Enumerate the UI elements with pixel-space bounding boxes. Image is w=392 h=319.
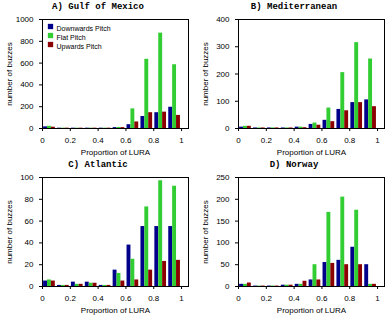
svg-text:20: 20 [25,260,34,269]
svg-text:0.4: 0.4 [93,136,105,145]
svg-text:0.2: 0.2 [65,294,77,303]
svg-text:0.2: 0.2 [65,136,77,145]
svg-text:1000: 1000 [16,15,34,24]
html-text:B) Mediterranean: B) Mediterranean [250,2,338,12]
svg-text:Downwards Pitch: Downwards Pitch [57,25,111,32]
svg-text:1: 1 [179,136,184,145]
svg-text:0: 0 [225,124,230,133]
svg-text:0.4: 0.4 [289,136,301,145]
svg-text:1: 1 [179,294,184,303]
svg-text:0.4: 0.4 [93,294,105,303]
svg-text:600: 600 [20,59,34,68]
svg-text:50: 50 [221,260,230,269]
svg-text:Proportion of LURA: Proportion of LURA [277,306,347,315]
svg-text:0: 0 [236,294,241,303]
html-text:A) Gulf of Mexico: A) Gulf of Mexico [52,2,144,12]
svg-text:0.8: 0.8 [148,294,160,303]
svg-text:200: 200 [216,195,230,204]
svg-text:0: 0 [29,282,34,291]
svg-text:0: 0 [40,294,45,303]
svg-text:Proportion of LURA: Proportion of LURA [81,306,151,315]
svg-text:300: 300 [216,42,230,51]
svg-text:400: 400 [20,80,34,89]
svg-text:100: 100 [216,97,230,106]
svg-text:800: 800 [20,37,34,46]
svg-text:80: 80 [25,195,34,204]
svg-text:1: 1 [375,136,380,145]
svg-text:Proportion of LURA: Proportion of LURA [277,148,347,157]
svg-text:0: 0 [40,136,45,145]
svg-text:number of buzzes: number of buzzes [201,42,210,106]
svg-text:Flat Pitch: Flat Pitch [57,34,86,41]
svg-text:250: 250 [216,173,230,182]
svg-text:200: 200 [216,70,230,79]
svg-text:0.2: 0.2 [261,294,273,303]
svg-text:0: 0 [225,282,230,291]
svg-text:0.6: 0.6 [316,136,328,145]
svg-text:400: 400 [216,15,230,24]
svg-text:0.6: 0.6 [120,136,132,145]
svg-text:100: 100 [20,173,34,182]
svg-text:0.8: 0.8 [344,294,356,303]
svg-text:100: 100 [216,238,230,247]
svg-text:number of buzzes: number of buzzes [5,200,14,264]
svg-text:Upwards Pitch: Upwards Pitch [57,43,102,51]
svg-text:number of buzzes: number of buzzes [5,42,14,106]
svg-text:0.6: 0.6 [120,294,132,303]
svg-text:200: 200 [20,102,34,111]
svg-text:0: 0 [236,136,241,145]
svg-text:1: 1 [375,294,380,303]
svg-text:number of buzzes: number of buzzes [201,200,210,264]
svg-text:Proportion of LURA: Proportion of LURA [81,148,151,157]
svg-text:0.8: 0.8 [344,136,356,145]
html-text:C) Atlantic: C) Atlantic [68,160,128,170]
svg-text:40: 40 [25,238,34,247]
svg-text:60: 60 [25,217,34,226]
svg-text:0: 0 [29,124,34,133]
html-text:D) Norway: D) Norway [269,160,319,170]
svg-text:0.8: 0.8 [148,136,160,145]
svg-text:0.4: 0.4 [289,294,301,303]
svg-text:150: 150 [216,217,230,226]
svg-text:0.2: 0.2 [261,136,273,145]
svg-text:0.6: 0.6 [316,294,328,303]
